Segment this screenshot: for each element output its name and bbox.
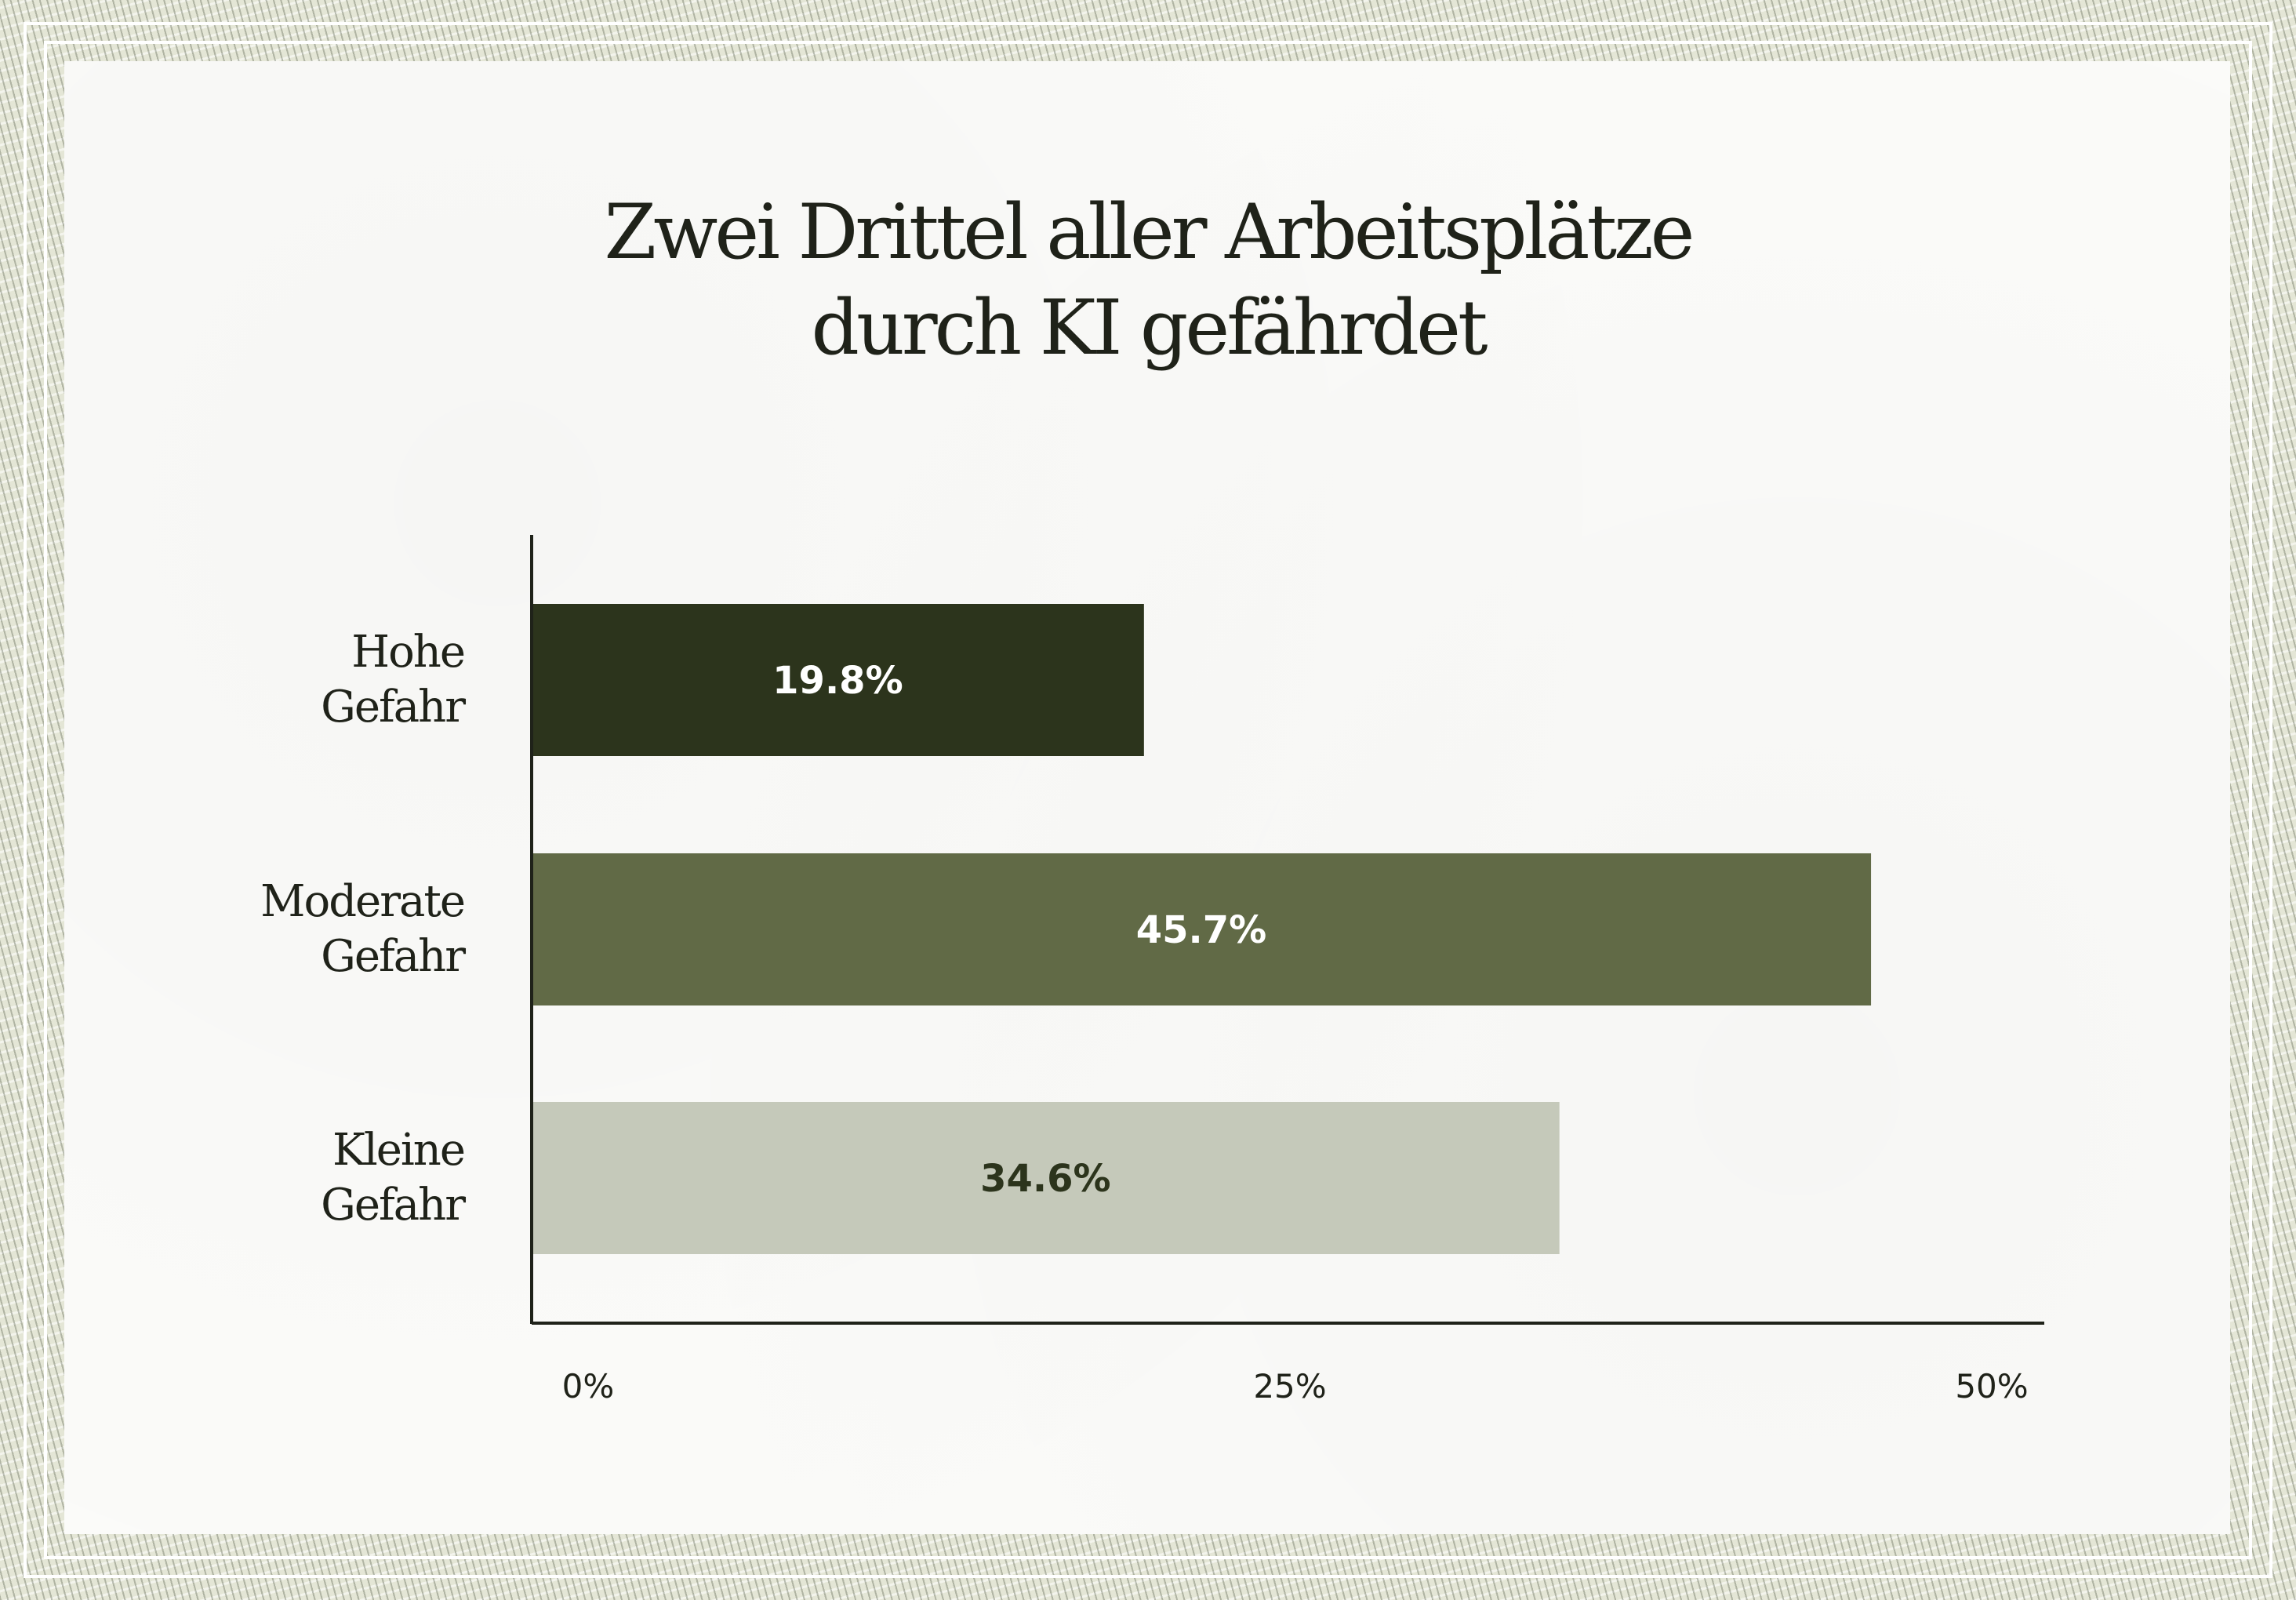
- category-label-2-line-1: Gefahr: [321, 1180, 466, 1231]
- chart-title-line-1: Zwei Drittel aller Arbeitsplätze: [604, 188, 1695, 276]
- chart-panel: [64, 61, 2230, 1534]
- bar-2: [532, 1102, 1560, 1254]
- bar-0: [532, 604, 1144, 756]
- category-label-0-line-0: Hohe: [351, 627, 464, 678]
- category-label-1: Moderate Gefahr: [260, 876, 466, 982]
- x-tick-label-0: 0%: [562, 1367, 615, 1405]
- category-label-2: Kleine Gefahr: [321, 1125, 466, 1231]
- x-tick-label-1: 25%: [1253, 1367, 1326, 1405]
- category-label-1-line-1: Gefahr: [321, 931, 466, 982]
- chart-title: Zwei Drittel aller Arbeitsplätze durch K…: [0, 184, 2296, 376]
- category-label-2-line-0: Kleine: [332, 1125, 464, 1176]
- bar-value-label-0: 19.8%: [772, 659, 903, 703]
- category-label-0-line-1: Gefahr: [321, 682, 466, 733]
- x-tick-label-2: 50%: [1955, 1367, 2028, 1405]
- category-label-0: Hohe Gefahr: [321, 627, 466, 733]
- bar-value-label-1: 45.7%: [1136, 908, 1267, 952]
- chart-title-line-2: durch KI gefährdet: [811, 284, 1488, 372]
- category-label-1-line-0: Moderate: [260, 876, 464, 927]
- bar-1: [532, 853, 1872, 1005]
- bars-layer: [532, 604, 1872, 1254]
- bar-value-label-2: 34.6%: [980, 1157, 1111, 1201]
